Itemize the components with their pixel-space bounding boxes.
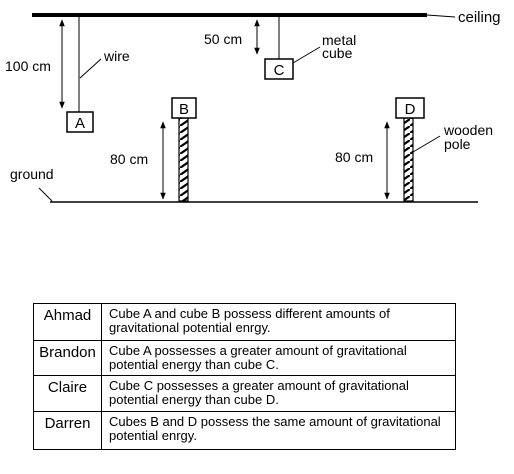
student-statement: Cube C possesses a greater amount of gra… (101, 375, 456, 412)
student-statement: Cubes B and D possess the same amount of… (101, 411, 456, 450)
student-name: Claire (33, 375, 102, 412)
table-row: Darren Cubes B and D possess the same am… (33, 411, 456, 450)
pole-b (178, 117, 189, 202)
table-row: Claire Cube C possesses a greater amount… (33, 375, 456, 412)
ground-leader (38, 187, 53, 202)
table-row: Brandon Cube A possesses a greater amoun… (33, 340, 456, 376)
physics-diagram: ceiling A 100 cm wire C 50 cm metal cube… (5, 9, 501, 203)
ceiling-bar (32, 13, 427, 17)
student-statement: Cube A possesses a greater amount of gra… (101, 340, 456, 376)
ground-label: ground (10, 166, 54, 182)
cube-d (395, 97, 425, 119)
ceiling-leader (426, 14, 456, 18)
cube-a-label: A (75, 115, 85, 132)
wooden-pole-label-1: wooden (443, 122, 493, 138)
wire-leader (79, 58, 102, 79)
student-name: Darren (33, 411, 102, 450)
cube-a (66, 111, 94, 133)
cube-c-label: C (274, 62, 285, 79)
wire-label: wire (103, 48, 130, 64)
d-height-label: 80 cm (335, 149, 373, 165)
wooden-pole-leader (412, 135, 441, 153)
c-height-label: 50 cm (204, 31, 242, 47)
ceiling-label: ceiling (458, 9, 501, 26)
wooden-pole-label-2: pole (444, 136, 471, 152)
metal-cube-label-1: metal (322, 32, 356, 48)
metal-cube-label-2: cube (322, 45, 353, 61)
cube-b (171, 97, 197, 119)
b-height-label: 80 cm (110, 151, 148, 167)
cube-b-label: B (179, 101, 189, 118)
pole-d (403, 117, 414, 202)
metal-cube-leader (292, 46, 321, 64)
a-height-label: 100 cm (5, 58, 51, 74)
student-name: Ahmad (33, 303, 102, 341)
student-name: Brandon (33, 340, 102, 376)
student-statement: Cube A and cube B possess different amou… (101, 303, 456, 341)
cube-d-label: D (405, 101, 416, 118)
statements-table: Ahmad Cube A and cube B possess differen… (33, 303, 456, 450)
table-row: Ahmad Cube A and cube B possess differen… (33, 303, 456, 341)
cube-c (264, 58, 294, 80)
